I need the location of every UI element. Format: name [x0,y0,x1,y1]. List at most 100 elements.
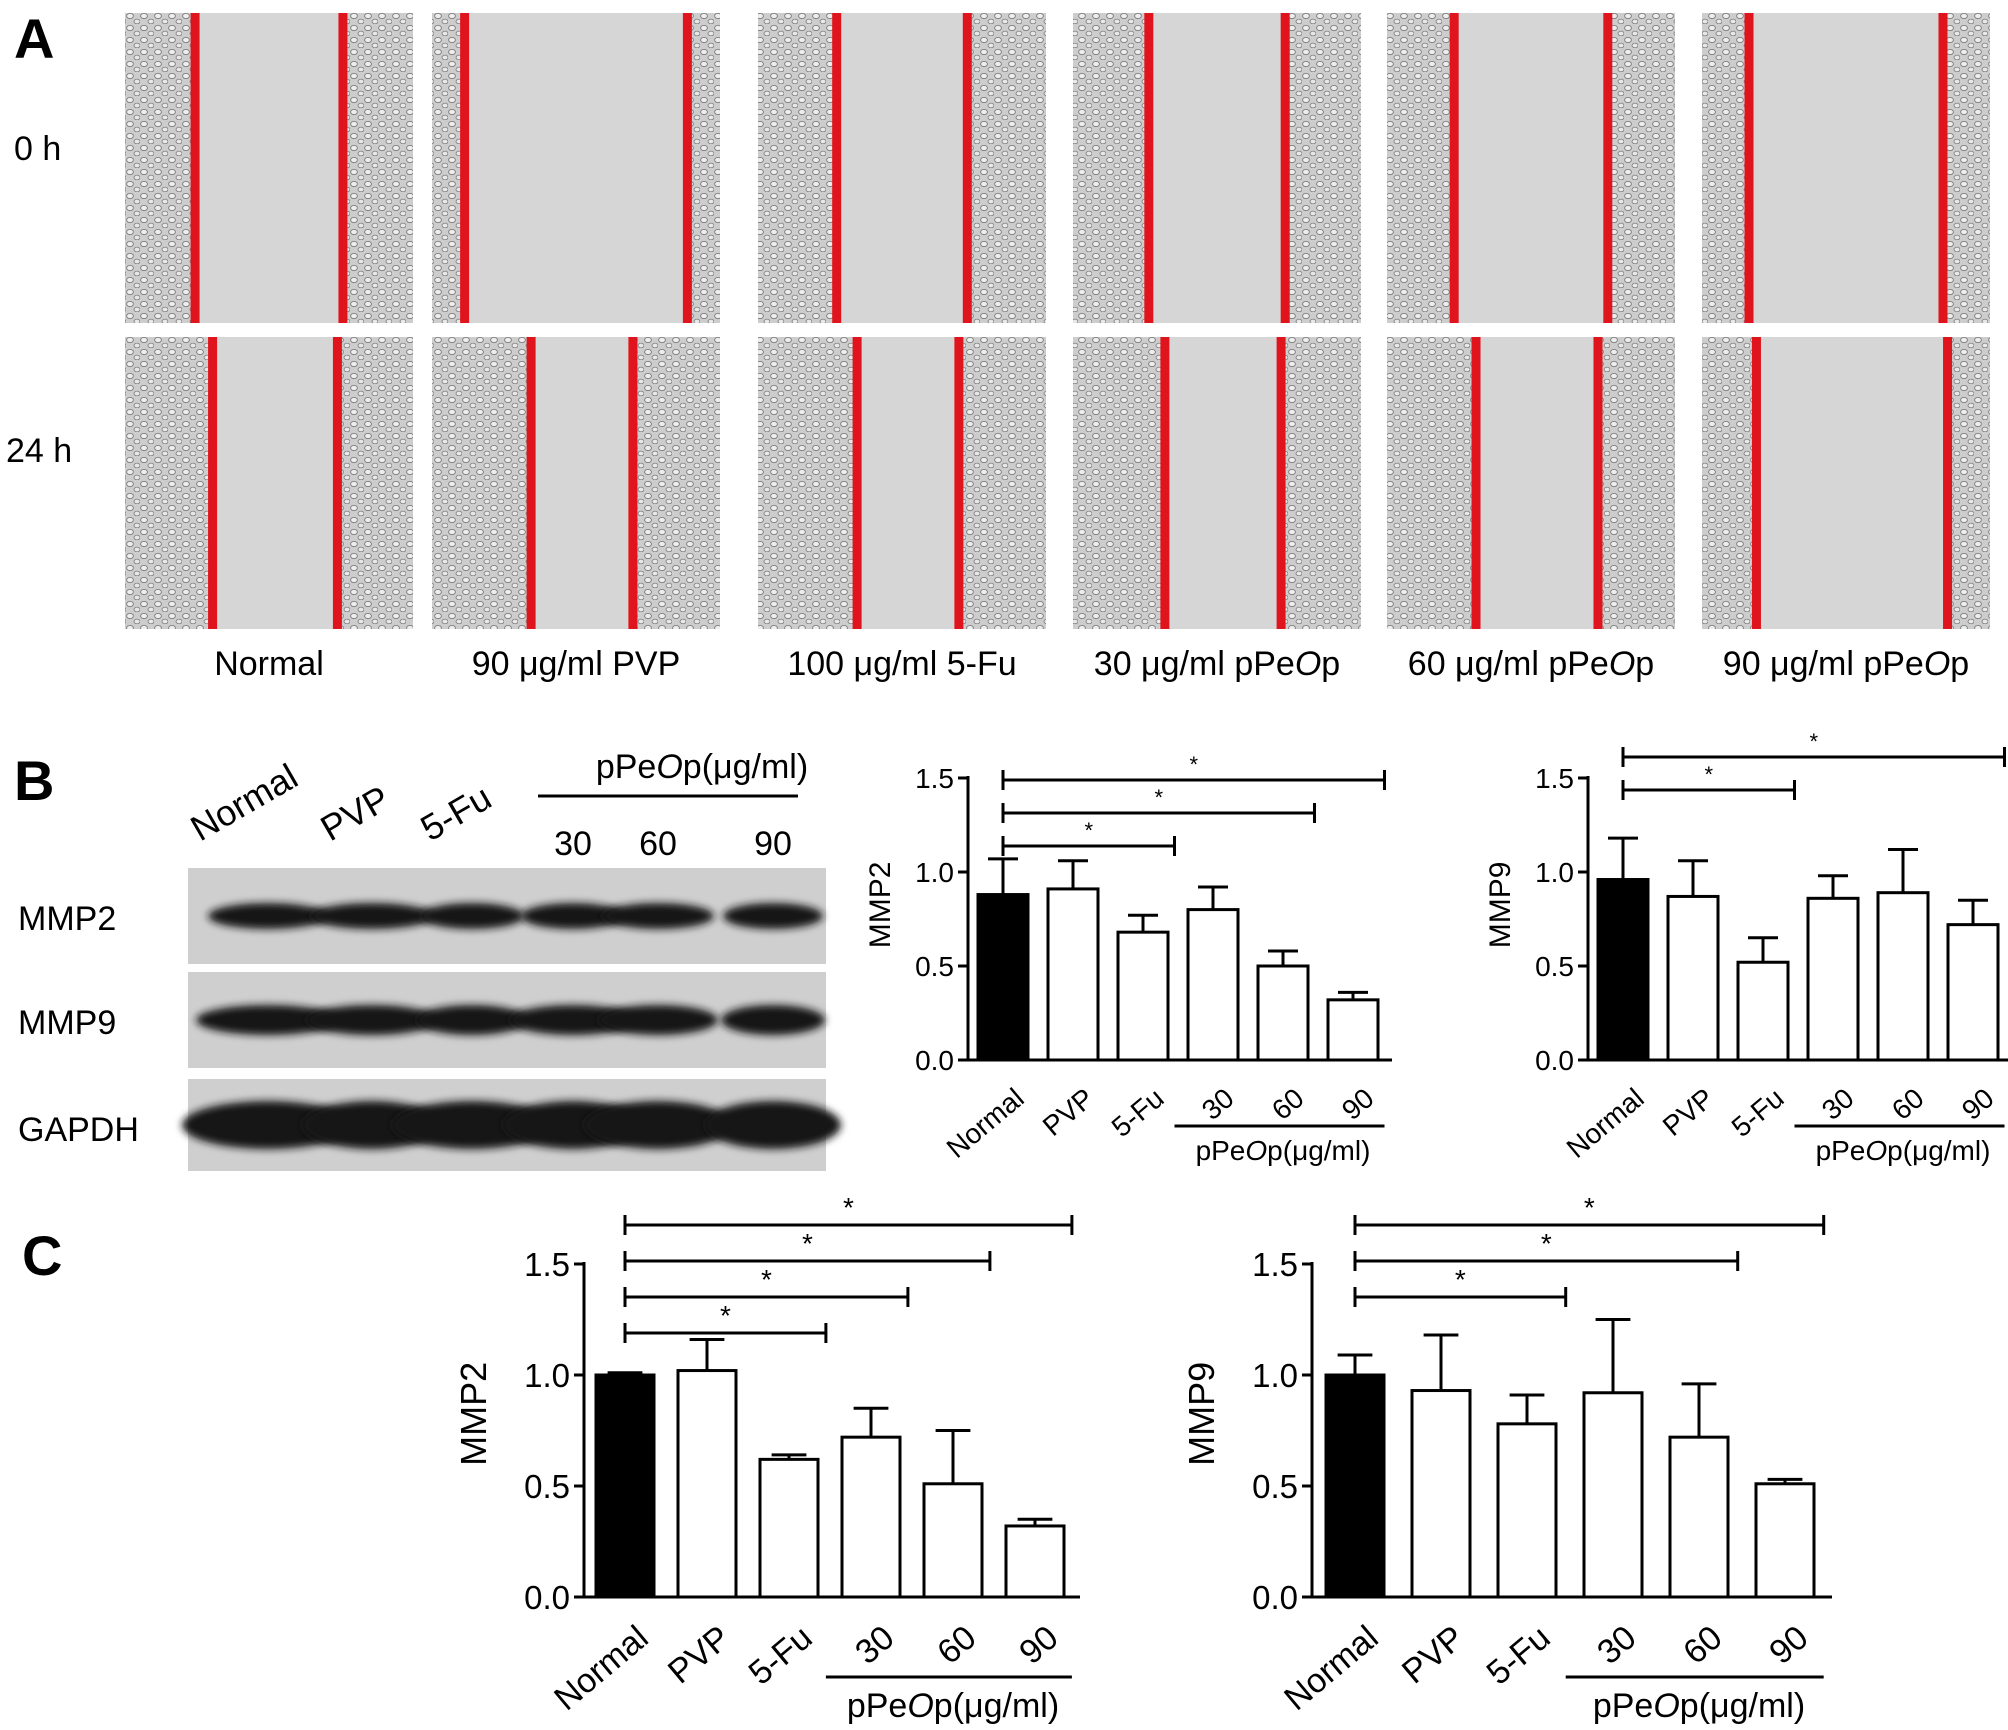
y-tick-label: 1.5 [524,1246,570,1283]
micrograph-0h-1 [432,13,720,323]
significance-star: * [1584,1192,1595,1223]
panel-c-letter: C [22,1224,62,1287]
condition-label: 30 μg/ml pPeOp [1094,645,1340,683]
x-tick-label: 60 [1266,1082,1310,1126]
micrograph-24h-1 [432,337,720,629]
y-axis-label: MMP9 [1484,862,1517,949]
blot-band [705,1101,841,1149]
bar-60 [1876,891,1930,1062]
significance-star: * [761,1264,772,1295]
wound-edge-left [460,13,470,323]
blot-band [509,1005,637,1035]
condition-label: 100 μg/ml 5-Fu [787,645,1016,683]
bar-60 [1668,1435,1730,1599]
chart-c-mmp9: 0.0 0.5 1.0 1.5 MMP9 Normal PVP 5-Fu 30 60 90 pPeOp… [1181,1192,1832,1725]
significance-bracket: * [1353,1228,1740,1271]
wound-edge-right [1280,13,1290,323]
y-tick-label: 1.0 [1252,1357,1298,1394]
wound-edge-left [1471,337,1481,629]
blot-band [306,1005,438,1035]
wound-gap [1749,13,1943,323]
wound-gap [1165,337,1281,629]
wound-edge-right [1276,337,1286,629]
x-tick-label: 5-Fu [742,1618,820,1692]
condition-label: Normal [214,645,324,683]
condition-label: 60 μg/ml pPeOp [1408,645,1654,683]
wound-edge-left [1744,13,1754,323]
x-tick-label: 30 [848,1618,901,1671]
y-tick-label: 0.0 [915,1045,954,1076]
x-tick-label: PVP [1037,1082,1100,1142]
significance-star: * [1189,752,1198,777]
x-tick-label: 90 [1012,1618,1065,1671]
bar-90 [1754,1482,1816,1599]
x-tick-label: 5-Fu [1106,1082,1170,1143]
panel-a-micrographs: 0 h 24 h Normal 90 μg/ml PVP 100 μg/ml 5-Fu 3… [6,13,1990,683]
micrograph-0h-4 [1387,13,1675,323]
blot-band [598,1005,718,1035]
chart-b-mmp2: 0.0 0.5 1.0 1.5 MMP2 Normal PVP 5-Fu 30 60 90 pPeOp… [864,752,1392,1166]
significance-bracket: * [623,1192,1074,1235]
chart-b-mmp9: 0.0 0.5 1.0 1.5 MMP9 Normal PVP 5-Fu 30 60 90 pPeOp… [1484,729,2008,1166]
blot-lane-label: 5-Fu [414,776,499,849]
y-tick-label: 0.0 [1535,1045,1574,1076]
wound-edge-right [1603,13,1613,323]
wound-gap [195,13,343,323]
bar-pvp [1410,1389,1472,1599]
significance-bracket: * [1621,762,1796,800]
blot-lane-label: Normal [184,755,305,849]
bar-pvp [676,1369,738,1599]
significance-star: * [1809,729,1818,754]
y-tick-label: 0.0 [1252,1579,1298,1616]
y-tick-label: 0.0 [524,1579,570,1616]
group-label: pPeOp(μg/ml) [1816,1135,1991,1166]
y-tick-label: 0.5 [1535,951,1574,982]
significance-star: * [1084,818,1093,843]
bar-30 [1806,896,1860,1062]
wound-edge-left [832,13,842,323]
y-tick-label: 0.5 [524,1468,570,1505]
blot-band [392,1101,552,1149]
blot-band [420,903,524,929]
x-tick-label: 30 [1590,1618,1643,1671]
x-tick-label: 90 [1956,1082,2000,1126]
x-tick-label: 30 [1816,1082,1860,1126]
wound-edge-right [332,337,342,629]
wound-gap [1149,13,1285,323]
blot-band [723,903,823,929]
bar-pvp [1666,894,1720,1062]
bar-90 [1946,923,2000,1062]
wound-edge-left [852,337,862,629]
blot-dose-label: 30 [554,825,592,863]
row-label-24h: 24 h [6,432,72,470]
bar-90 [1004,1524,1066,1599]
blot-row-label: GAPDH [18,1111,139,1149]
significance-star: * [802,1228,813,1259]
micrograph-0h-3 [1073,13,1361,323]
blot-band [521,903,625,929]
x-tick-label: Normal [1561,1082,1650,1164]
wound-edge-left [1160,337,1170,629]
bar-5-fu [1496,1422,1558,1599]
y-tick-label: 0.5 [915,951,954,982]
western-blot: Normal PVP 5-Fu pPeOp(μg/ml) 30 60 90 MMP2 MMP9 G… [18,748,841,1171]
bar-normal [1596,878,1650,1062]
condition-label: 90 μg/ml PVP [472,645,681,683]
x-tick-label: 90 [1762,1618,1815,1671]
blot-row-gapdh: GAPDH [18,1079,841,1171]
wound-edge-right [682,13,692,323]
x-tick-label: 5-Fu [1726,1082,1790,1143]
y-axis-label: MMP2 [453,1362,494,1466]
blot-dose-label: 90 [754,825,792,863]
x-tick-label: 90 [1336,1082,1380,1126]
x-tick-label: Normal [547,1618,655,1718]
wound-edge-right [1938,13,1948,323]
blot-row-mmp2: MMP2 [18,868,826,964]
wound-edge-left [1144,13,1154,323]
micrograph-0h-5 [1702,13,1990,323]
micrograph-0h-2 [758,13,1046,323]
wound-edge-right [1943,337,1953,629]
micrograph-24h-4 [1387,337,1675,629]
bar-normal [976,893,1030,1062]
